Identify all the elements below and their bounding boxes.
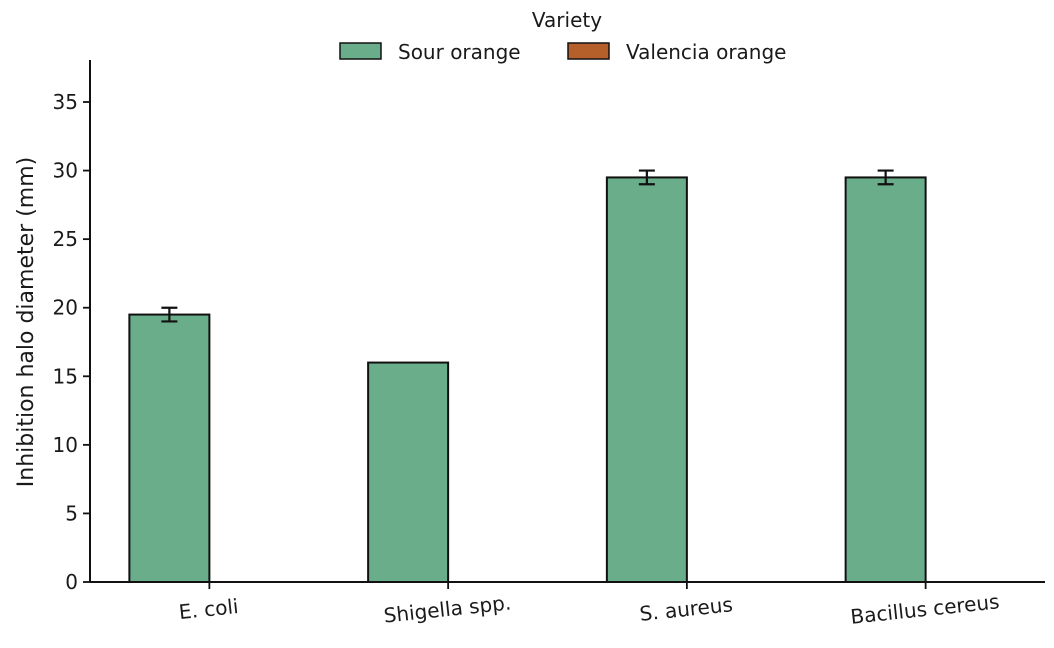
legend-swatch bbox=[567, 42, 610, 60]
bar-0-3 bbox=[844, 176, 927, 584]
error-bar-0-2 bbox=[638, 169, 655, 186]
legend-title: Variety bbox=[532, 8, 602, 32]
x-tick-label: Bacillus cereus bbox=[849, 589, 1000, 629]
legend-swatch bbox=[339, 42, 382, 60]
x-tick-label: E. coli bbox=[178, 594, 240, 624]
bars-layer bbox=[128, 169, 927, 584]
error-bar-0-3 bbox=[877, 169, 894, 186]
legend-item-1: Valencia orange bbox=[567, 40, 786, 64]
bar-0-2 bbox=[605, 176, 688, 584]
y-tick-label: 25 bbox=[53, 227, 78, 251]
y-tick-label: 10 bbox=[53, 433, 78, 457]
legend: Variety Sour orange Valencia orange bbox=[339, 8, 786, 64]
y-tick-label: 5 bbox=[65, 501, 78, 525]
y-tick-label: 0 bbox=[65, 570, 78, 594]
x-tick-label: Shigella spp. bbox=[383, 590, 513, 627]
y-tick-label: 30 bbox=[53, 159, 78, 183]
y-tick-label: 20 bbox=[53, 296, 78, 320]
bar-0-1 bbox=[367, 361, 450, 584]
y-axis-title: Inhibition halo diameter (mm) bbox=[14, 157, 39, 487]
legend-item-0: Sour orange bbox=[339, 40, 521, 64]
y-tick-label: 35 bbox=[53, 90, 78, 114]
legend-items: Sour orange Valencia orange bbox=[339, 40, 786, 64]
x-tick-label: S. aureus bbox=[638, 592, 734, 626]
bar-0-0 bbox=[128, 313, 211, 583]
legend-label: Valencia orange bbox=[626, 40, 786, 64]
error-bar-0-0 bbox=[161, 306, 178, 323]
y-tick-label: 15 bbox=[53, 364, 78, 388]
legend-label: Sour orange bbox=[398, 40, 521, 64]
